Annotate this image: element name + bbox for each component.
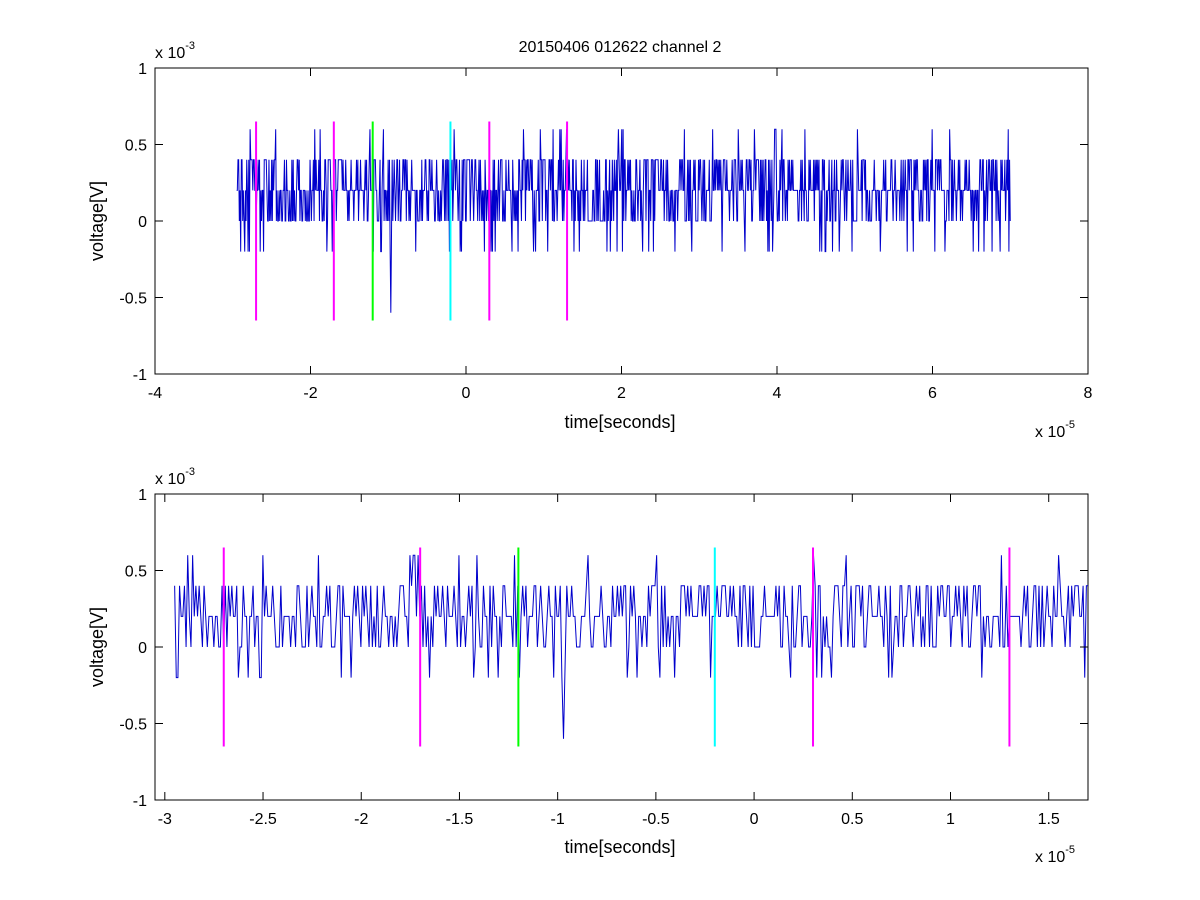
plot-bottom-axes-box bbox=[154, 493, 1089, 801]
plot-top-x-scale: x 10-5 bbox=[1035, 419, 1075, 441]
plot-bottom-x-scale: x 10-5 bbox=[1035, 844, 1075, 866]
plot-bottom-marker-layer bbox=[222, 547, 1011, 747]
plot-top-ytick-label: -1 bbox=[133, 367, 147, 384]
plot-top-tick-layer: -4 -2 0 2 4 6 8 -1 -0.5 0 0.5 1 bbox=[119, 61, 1092, 402]
plot-top-xtick-label: -2 bbox=[303, 385, 317, 402]
plot-bottom-y-scale-base: x 10 bbox=[155, 471, 185, 488]
plot-bottom-xtick-label: -3 bbox=[158, 811, 172, 828]
plot-bottom-y-scale: x 10-3 bbox=[155, 466, 195, 488]
plot-bottom-ytick-label: -0.5 bbox=[119, 717, 147, 734]
plot-bottom-xtick-label: -1 bbox=[551, 811, 565, 828]
plot-bottom-series-layer bbox=[174, 554, 1088, 739]
plot-bottom-tick-layer: -3 -2.5 -2 -1.5 -1 -0.5 0 0.5 1 1.5 -1 -0.5 0 0.5 1 bbox=[119, 487, 1088, 828]
plot-top-x-scale-exp: -5 bbox=[1065, 419, 1075, 431]
plot-bottom-ytick-label: -1 bbox=[133, 793, 147, 810]
plot-bottom-xtick-label: -2 bbox=[354, 811, 368, 828]
plot-bottom-ytick-label: 0 bbox=[138, 640, 147, 657]
plot-top-ylabel: voltage[V] bbox=[87, 181, 107, 261]
plot-bottom-xtick-label: 1.5 bbox=[1038, 811, 1060, 828]
plot-top-y-scale: x 10-3 bbox=[155, 40, 195, 62]
plot-top: -4 -2 0 2 4 6 8-1-0.500.51 x 10-3 x 10-5 time[… bbox=[87, 40, 1093, 441]
plot-bottom-xtick-label: -2.5 bbox=[249, 811, 277, 828]
plot-top-xtick-label: -4 bbox=[148, 385, 162, 402]
plot-top-ytick-label: -0.5 bbox=[119, 291, 147, 308]
plot-bottom-x-scale-base: x 10 bbox=[1035, 849, 1065, 866]
plot-bottom-xtick-label: -1.5 bbox=[446, 811, 474, 828]
plot-top-xtick-label: 4 bbox=[773, 385, 782, 402]
plot-bottom-ytick-label: 1 bbox=[138, 487, 147, 504]
plot-top-xtick-label: 0 bbox=[462, 385, 471, 402]
plot-bottom: -3 -2.5 -2 -1.5 -1 -0.5 0 0.5 1 1.5 -1 -0.5 0 0.5 1 x … bbox=[87, 466, 1089, 866]
plot-bottom-series-line bbox=[174, 554, 1088, 739]
plot-top-y-scale-base: x 10 bbox=[155, 45, 185, 62]
plot-top-marker-layer bbox=[255, 121, 569, 321]
plot-bottom-x-scale-exp: -5 bbox=[1065, 844, 1075, 856]
plot-top-ytick-label: 0 bbox=[138, 214, 147, 231]
plot-bottom-xlabel: time[seconds] bbox=[564, 837, 675, 857]
plot-top-xtick-label: 6 bbox=[928, 385, 937, 402]
plot-bottom-ytick-label: 0.5 bbox=[125, 564, 147, 581]
plot-top-ytick-label: 1 bbox=[138, 61, 147, 78]
plot-top-ytick-label: 0.5 bbox=[125, 138, 147, 155]
plot-bottom-xtick-label: 0.5 bbox=[841, 811, 863, 828]
plot-bottom-xtick-label: 0 bbox=[750, 811, 759, 828]
plot-bottom-ylabel: voltage[V] bbox=[87, 607, 107, 687]
plot-top-xlabel: time[seconds] bbox=[564, 412, 675, 432]
figure-title: 20150406 012622 channel 2 bbox=[519, 39, 722, 56]
plot-bottom-xtick-label: -0.5 bbox=[642, 811, 670, 828]
plot-top-x-scale-base: x 10 bbox=[1035, 424, 1065, 441]
plot-bottom-y-scale-exp: -3 bbox=[185, 466, 195, 478]
plot-top-y-scale-exp: -3 bbox=[185, 40, 195, 52]
plot-top-series-line bbox=[236, 128, 1011, 313]
plot-top-series-layer bbox=[236, 128, 1011, 313]
plot-top-xtick-label: 2 bbox=[617, 385, 626, 402]
plot-bottom-xtick-label: 1 bbox=[946, 811, 955, 828]
plot-top-xtick-label: 8 bbox=[1084, 385, 1093, 402]
